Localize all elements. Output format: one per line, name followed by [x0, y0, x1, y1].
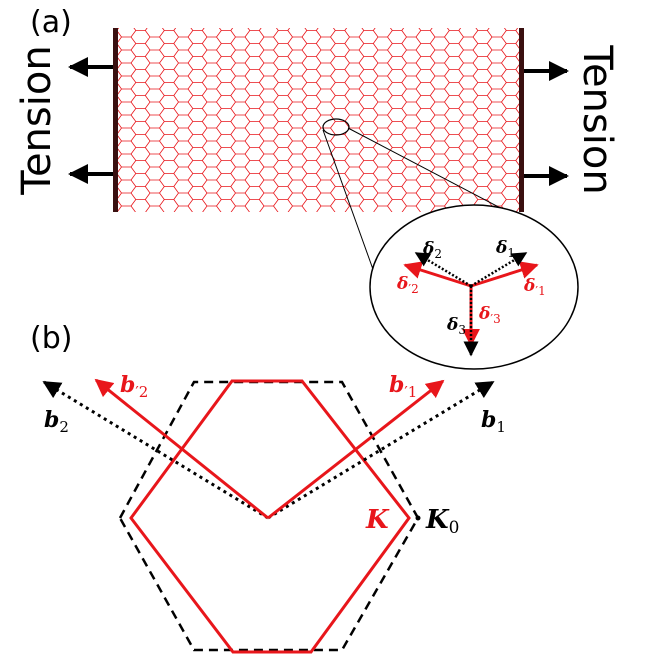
panel-a-label: (a): [30, 5, 72, 40]
delta1-label: δ1: [495, 238, 515, 260]
delta3p-label: δ′3: [478, 304, 501, 326]
b2p-vector: [94, 378, 269, 520]
K0-point: [415, 515, 421, 521]
panel-b-label: (b): [30, 321, 72, 356]
b1p-label: b′1: [389, 372, 417, 401]
delta1p-vector: [470, 261, 539, 288]
b1p-vector: [267, 379, 445, 520]
K-label: K: [365, 505, 390, 535]
left-clamp: [113, 28, 118, 212]
delta2p-vector: [403, 261, 472, 288]
delta2-vector: [414, 251, 472, 288]
delta1p-label: δ′1: [523, 276, 546, 298]
strained-brillouin-zone: [129, 379, 411, 654]
tension-label-right: Tension: [574, 44, 620, 194]
b2-vector: [42, 380, 269, 520]
zoom-source-ellipse: [322, 118, 350, 136]
tension-label-left: Tension: [14, 45, 60, 195]
arrow-right-icon: [524, 61, 569, 186]
b2p-label: b′2: [120, 372, 148, 401]
inset-ellipse: [369, 204, 579, 370]
delta3-label: δ3: [446, 315, 466, 337]
arrow-left-icon: [68, 57, 113, 184]
right-clamp: [519, 28, 524, 212]
b2-label: b2: [44, 407, 69, 436]
delta2-label: δ2: [422, 239, 442, 261]
K0-label: K0: [425, 505, 459, 538]
bond-vector-inset: δ2 δ1 δ′2 δ′1 δ′3 δ3: [369, 204, 579, 370]
delta2p-label: δ′2: [396, 274, 419, 296]
b1-vector: [267, 380, 495, 520]
delta1-vector: [470, 251, 528, 288]
zoom-line-right: [347, 127, 513, 215]
b1-label: b1: [481, 407, 506, 436]
